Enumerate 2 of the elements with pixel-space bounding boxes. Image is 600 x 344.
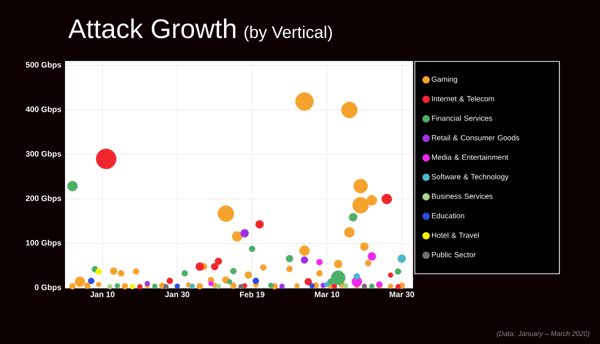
chart-title: Attack Growth xyxy=(68,18,236,38)
chart-subtitle: (by Vertical) xyxy=(244,26,332,42)
